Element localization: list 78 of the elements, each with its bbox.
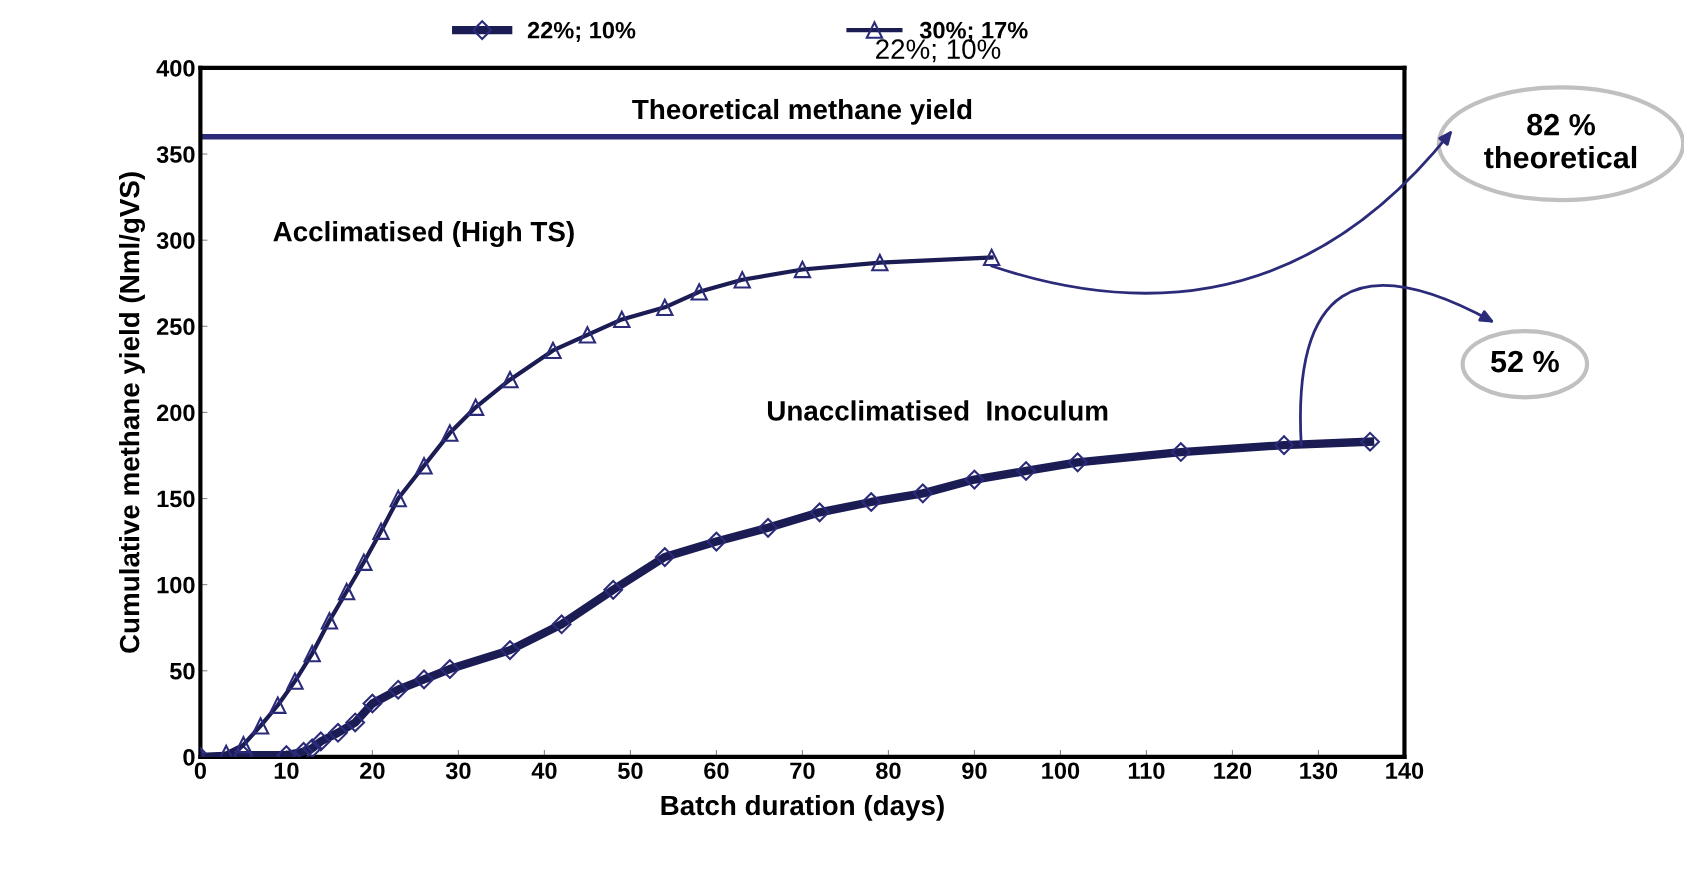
x-axis-title: Batch duration (days) [661, 794, 944, 821]
point [345, 712, 366, 733]
point [1170, 442, 1191, 462]
point [251, 717, 270, 735]
point [544, 341, 562, 360]
point [500, 640, 520, 660]
point [1067, 452, 1088, 473]
y-tick-label: 0 [183, 748, 195, 766]
point [389, 489, 407, 508]
x-tick-label: 70 [790, 762, 815, 780]
point [1016, 461, 1036, 481]
y-tick-label: 50 [170, 662, 195, 680]
point [372, 522, 390, 540]
point [758, 517, 778, 538]
point [414, 669, 434, 690]
x-tick-label: 20 [360, 762, 385, 780]
point [415, 457, 433, 475]
point [706, 531, 727, 552]
point [466, 398, 485, 416]
point [733, 271, 751, 289]
x-tick-label: 80 [876, 762, 901, 780]
point [964, 469, 985, 490]
point [654, 547, 675, 567]
point [310, 731, 331, 752]
y-tick-label: 350 [156, 146, 195, 163]
point [912, 483, 933, 504]
point [501, 371, 519, 389]
point [362, 693, 383, 714]
x-tick-label: 40 [531, 762, 557, 780]
annotation: 52 % [1490, 350, 1559, 373]
point [982, 248, 1001, 267]
x-tick-label: 90 [962, 762, 987, 780]
point [303, 644, 321, 663]
point [551, 614, 572, 635]
y-tick-label: 100 [157, 576, 195, 594]
point [328, 722, 348, 743]
point [388, 679, 409, 700]
y-tick-label: 150 [157, 490, 195, 508]
x-tick-label: 130 [1300, 762, 1338, 780]
legend-label: 22%; 10% [527, 21, 636, 42]
y-tick-label: 200 [156, 404, 195, 422]
point [1360, 431, 1380, 452]
point [302, 738, 323, 757]
point [439, 659, 460, 679]
point [320, 612, 339, 630]
point [286, 672, 304, 690]
point [656, 298, 674, 317]
point [793, 260, 812, 279]
point [613, 310, 631, 329]
y-tick-label: 400 [156, 60, 195, 77]
point [861, 492, 882, 512]
x-tick-label: 100 [1042, 762, 1080, 780]
x-tick-label: 10 [274, 762, 299, 780]
point [269, 696, 287, 714]
point [690, 283, 708, 301]
annotation: 82 % theoretical [1484, 113, 1637, 169]
x-tick-label: 60 [704, 762, 729, 780]
x-tick-label: 30 [445, 762, 471, 780]
x-tick-label: 140 [1386, 762, 1424, 780]
y-axis-title: Cumulative methane yield (Nml/gVS) [119, 172, 146, 653]
point [871, 253, 889, 272]
annotation: Unacclimatised Inoculum [767, 400, 1108, 421]
point [234, 736, 253, 754]
ref-line-label: Theoretical methane yield [632, 98, 972, 125]
annotation: Acclimatised (High TS) [273, 221, 574, 248]
x-tick-label: 50 [618, 762, 643, 780]
point [337, 582, 356, 601]
x-tick-label: 0 [194, 762, 206, 780]
y-tick-label: 300 [156, 232, 195, 249]
point [1274, 435, 1294, 456]
x-tick-label: 110 [1128, 762, 1165, 780]
point [578, 326, 597, 344]
point [809, 502, 830, 523]
y-tick-label: 250 [156, 318, 195, 336]
point [355, 553, 373, 571]
x-tick-label: 120 [1214, 762, 1252, 780]
point [441, 424, 459, 442]
point [603, 579, 624, 600]
